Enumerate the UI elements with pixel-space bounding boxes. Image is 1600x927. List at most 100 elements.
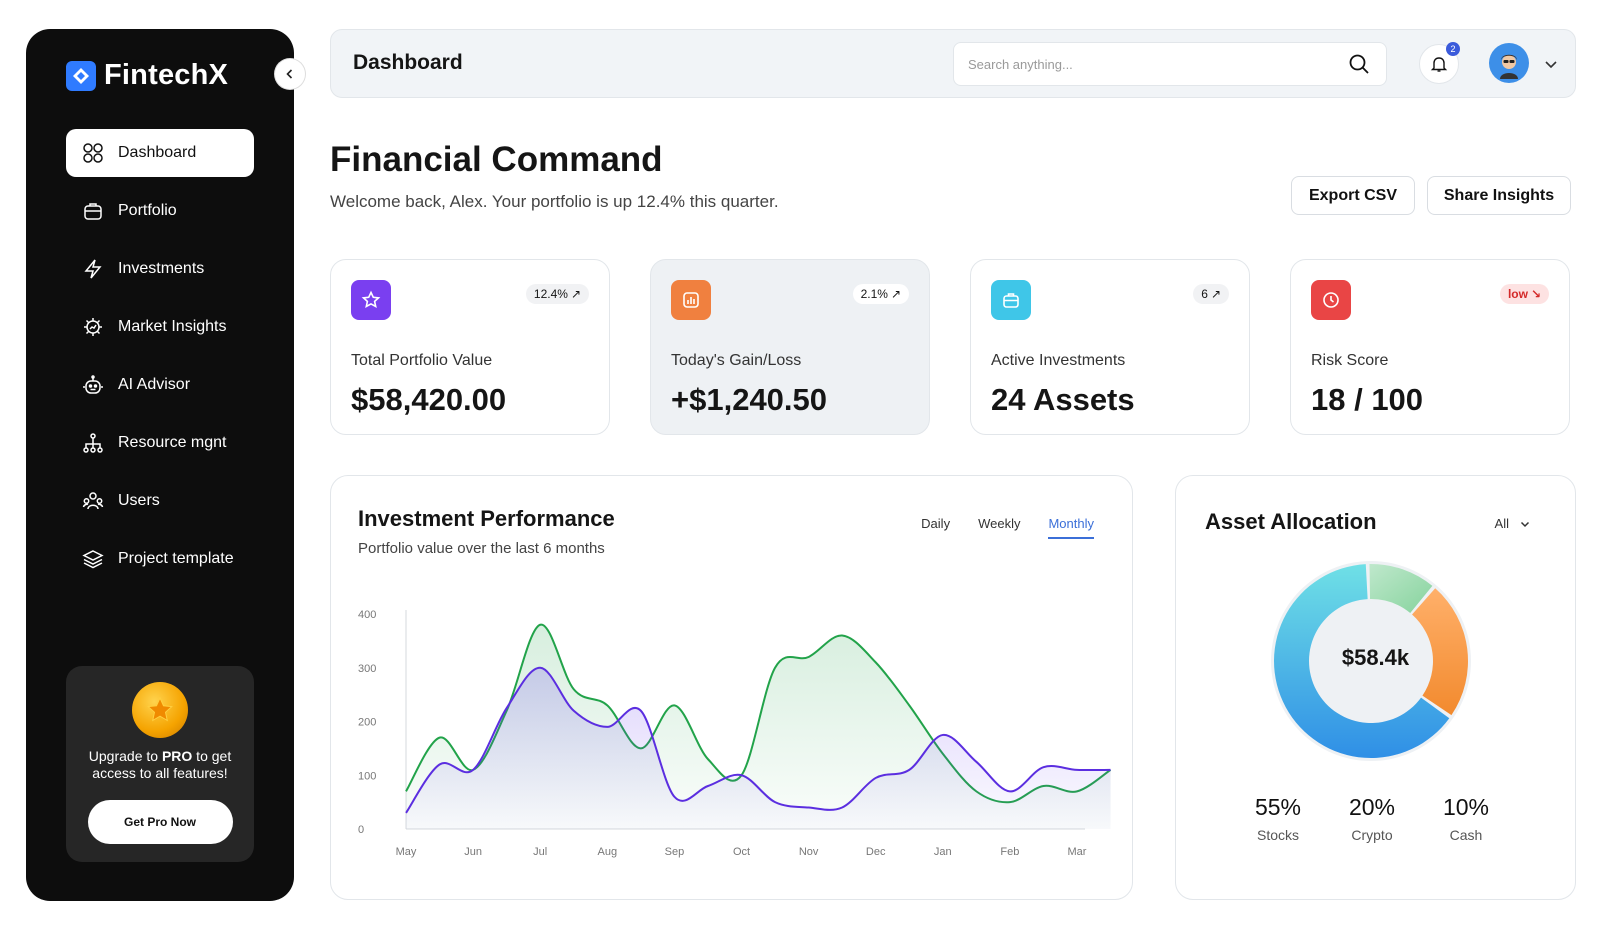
- sidebar-item-label: Portfolio: [118, 202, 177, 219]
- sidebar: FintechX Dashboard Portfolio Investments…: [26, 29, 305, 901]
- search-icon[interactable]: [1348, 53, 1370, 80]
- user-avatar-icon: [1500, 54, 1518, 79]
- sidebar-item-label: Market Insights: [118, 318, 227, 335]
- sidebar-item-label: Investments: [118, 260, 205, 277]
- page-subtitle: Welcome back, Alex. Your portfolio is up…: [330, 192, 779, 211]
- stat-card-gain-loss[interactable]: 2.1% ↗ Today's Gain/Loss +$1,240.50: [650, 259, 930, 435]
- stat-label: Today's Gain/Loss: [671, 352, 802, 369]
- x-tick-label: Jul: [533, 846, 547, 858]
- donut-segment-crypto[interactable]: [1412, 588, 1468, 716]
- asset-allocation-panel: Asset Allocation All $58.4k 55% Stocks 2…: [1175, 475, 1576, 900]
- promo-text: Upgrade to PRO to get access to all feat…: [88, 748, 232, 781]
- legend-item-stocks: 55% Stocks: [1233, 794, 1323, 843]
- x-tick-label: Oct: [733, 846, 750, 858]
- legend-percent: 20%: [1348, 794, 1396, 820]
- x-tick-label: Mar: [1068, 846, 1087, 858]
- sidebar-item-investments[interactable]: Investments: [66, 245, 254, 293]
- filter-value: All: [1494, 516, 1509, 531]
- brand-name: FintechX: [104, 59, 229, 91]
- clock-icon: [1311, 280, 1351, 320]
- allocation-filter-dropdown[interactable]: All: [1495, 516, 1531, 531]
- bell-icon: [1430, 57, 1448, 72]
- gear-chart-icon: [82, 316, 104, 338]
- arrow-up-right-icon: ↗: [570, 287, 581, 301]
- allocation-donut-chart: [1271, 561, 1471, 761]
- donut-segment-cash[interactable]: [1369, 564, 1433, 613]
- legend-item-cash: 10% Cash: [1421, 794, 1511, 843]
- stat-label: Active Investments: [991, 352, 1126, 369]
- collapse-sidebar-button[interactable]: [275, 59, 305, 89]
- tab-daily[interactable]: Daily: [921, 516, 951, 531]
- header-title: Dashboard: [353, 51, 463, 74]
- notifications-button[interactable]: 2: [1419, 42, 1460, 84]
- sidebar-item-ai-advisor[interactable]: AI Advisor: [66, 361, 254, 409]
- arrow-up-right-icon: ↗: [890, 287, 901, 301]
- stat-card-risk-score[interactable]: low ↘ Risk Score 18 / 100: [1290, 259, 1570, 435]
- avatar[interactable]: [1489, 43, 1529, 83]
- period-tabs: Daily Weekly Monthly: [921, 516, 1094, 539]
- risk-level-badge: low ↘: [1499, 284, 1549, 304]
- hierarchy-icon: [82, 432, 104, 454]
- stat-card-portfolio-value[interactable]: 12.4% ↗ Total Portfolio Value $58,420.00: [330, 259, 610, 435]
- legend-label: Crypto: [1351, 827, 1393, 843]
- star-icon: [351, 280, 391, 320]
- sidebar-item-resource-mgnt[interactable]: Resource mgnt: [66, 419, 254, 467]
- notification-count-badge: 2: [1446, 42, 1460, 56]
- sidebar-item-label: Users: [118, 492, 160, 509]
- trend-badge: 6 ↗: [1193, 284, 1229, 304]
- export-csv-button[interactable]: Export CSV: [1291, 176, 1415, 215]
- stat-value: 24 Assets: [991, 382, 1135, 417]
- x-tick-label: Dec: [866, 846, 886, 858]
- legend-label: Cash: [1449, 827, 1483, 843]
- sidebar-item-users[interactable]: Users: [66, 477, 254, 525]
- sidebar-item-label: Dashboard: [118, 144, 197, 161]
- brand-logo[interactable]: FintechX: [66, 59, 228, 92]
- robot-icon: [82, 374, 104, 396]
- x-tick-label: Aug: [598, 846, 618, 858]
- arrow-down-right-icon: ↘: [1530, 287, 1541, 301]
- briefcase-icon: [991, 280, 1031, 320]
- trend-badge: 2.1% ↗: [852, 284, 909, 304]
- x-tick-label: Jun: [464, 846, 482, 858]
- investment-performance-panel: Investment Performance Portfolio value o…: [330, 475, 1133, 900]
- page-title: Financial Command: [330, 140, 663, 179]
- x-tick-label: May: [396, 846, 417, 858]
- share-insights-button[interactable]: Share Insights: [1427, 176, 1571, 215]
- chevron-down-icon[interactable]: [1543, 56, 1559, 77]
- y-tick-label: 200: [358, 717, 376, 729]
- legend-label: Stocks: [1256, 827, 1299, 843]
- panel-subtitle: Portfolio value over the last 6 months: [358, 540, 605, 557]
- legend-percent: 10%: [1442, 794, 1490, 820]
- bar-chart-icon: [671, 280, 711, 320]
- search-input[interactable]: [954, 43, 1314, 85]
- x-tick-label: Jan: [934, 846, 952, 858]
- sidebar-item-label: Resource mgnt: [118, 434, 227, 451]
- trend-badge: 12.4% ↗: [525, 284, 589, 304]
- stat-value: $58,420.00: [351, 382, 507, 417]
- sidebar-item-portfolio[interactable]: Portfolio: [66, 187, 254, 235]
- legend-percent: 55%: [1254, 794, 1302, 820]
- donut-segment-stocks[interactable]: [1274, 564, 1450, 758]
- stat-card-active-investments[interactable]: 6 ↗ Active Investments 24 Assets: [970, 259, 1250, 435]
- panel-title: Investment Performance: [358, 506, 615, 531]
- top-header: Dashboard 2: [330, 29, 1576, 98]
- stat-value: 18 / 100: [1311, 382, 1424, 417]
- tab-weekly[interactable]: Weekly: [978, 516, 1021, 531]
- sidebar-nav: Dashboard Portfolio Investments Market I…: [66, 129, 254, 593]
- tab-monthly[interactable]: Monthly: [1048, 516, 1094, 539]
- sidebar-item-market-insights[interactable]: Market Insights: [66, 303, 254, 351]
- legend-item-crypto: 20% Crypto: [1327, 794, 1417, 843]
- panel-title: Asset Allocation: [1205, 509, 1377, 534]
- y-tick-label: 0: [358, 824, 364, 836]
- chevron-left-icon: [286, 69, 293, 79]
- sidebar-item-project-template[interactable]: Project template: [66, 535, 254, 583]
- search-bar: [953, 42, 1387, 86]
- x-tick-label: Sep: [665, 846, 685, 858]
- briefcase-icon: [82, 200, 104, 222]
- y-tick-label: 300: [358, 663, 376, 675]
- sidebar-item-dashboard[interactable]: Dashboard: [66, 129, 254, 177]
- series-purple-line: [405, 666, 1111, 814]
- star-coin-icon: [132, 682, 188, 738]
- get-pro-button[interactable]: Get Pro Now: [87, 800, 233, 844]
- grid-icon: [82, 142, 104, 164]
